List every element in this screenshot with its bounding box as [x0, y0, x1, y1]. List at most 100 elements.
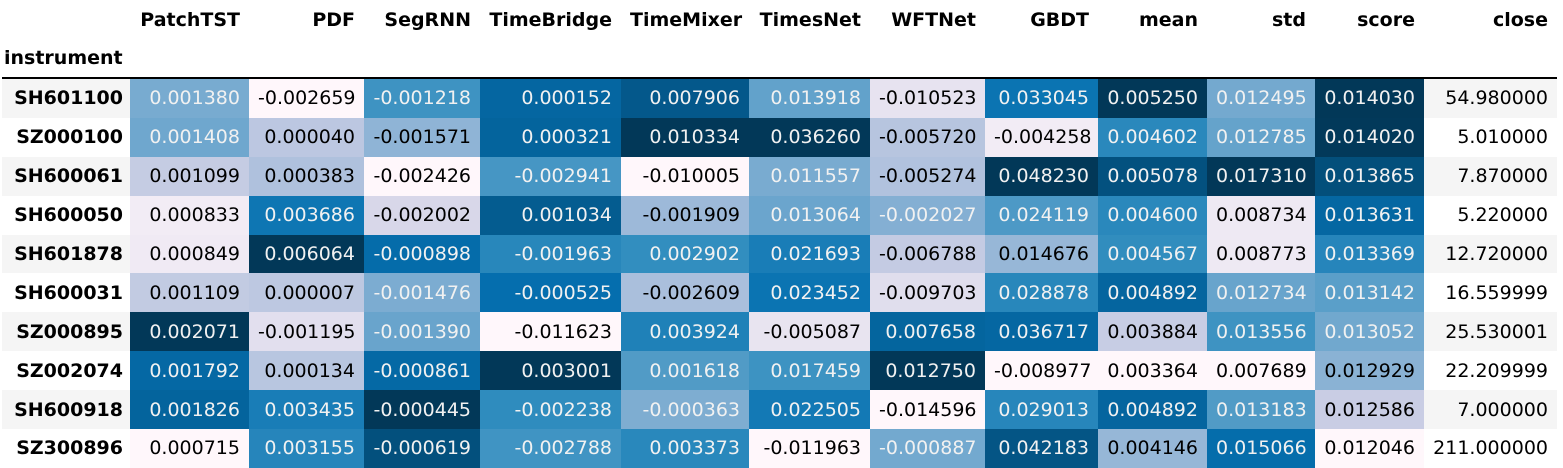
cell-std: 0.008734 [1207, 196, 1315, 235]
row-label-instrument: SZ000895 [2, 312, 130, 351]
cell-gbdt: 0.029013 [985, 390, 1098, 429]
cell-timemixer: -0.000363 [621, 390, 749, 429]
cell-pdf: 0.003686 [249, 196, 364, 235]
column-header-patchtst: PatchTST [130, 0, 249, 39]
column-header-std: std [1207, 0, 1315, 39]
table-row: SH601100 0.001380 -0.002659 -0.001218 0.0001… [2, 78, 1557, 118]
cell-timebridge: 0.001034 [480, 196, 621, 235]
cell-timesnet: 0.017459 [749, 351, 870, 390]
cell-std: 0.013556 [1207, 312, 1315, 351]
cell-std: 0.012785 [1207, 118, 1315, 157]
cell-wftnet: -0.002027 [870, 196, 985, 235]
column-header-close: close [1424, 0, 1557, 39]
cell-timebridge: 0.000152 [480, 78, 621, 118]
cell-patchtst: 0.001099 [130, 157, 249, 196]
cell-timemixer: -0.002609 [621, 273, 749, 312]
cell-timesnet: -0.011963 [749, 429, 870, 468]
table-row: SH600050 0.000833 0.003686 -0.002002 0.00103… [2, 196, 1557, 235]
cell-score: 0.013142 [1315, 273, 1424, 312]
table-row: SH601878 0.000849 0.006064 -0.000898 -0.0019… [2, 235, 1557, 274]
cell-segrnn: -0.001390 [364, 312, 480, 351]
row-label-instrument: SH600031 [2, 273, 130, 312]
cell-pdf: 0.000007 [249, 273, 364, 312]
cell-std: 0.015066 [1207, 429, 1315, 468]
row-label-instrument: SZ300896 [2, 429, 130, 468]
cell-patchtst: 0.000715 [130, 429, 249, 468]
cell-score: 0.012046 [1315, 429, 1424, 468]
cell-gbdt: 0.033045 [985, 78, 1098, 118]
cell-pdf: 0.000134 [249, 351, 364, 390]
column-header-wftnet: WFTNet [870, 0, 985, 39]
cell-timebridge: 0.003001 [480, 351, 621, 390]
cell-wftnet: -0.000887 [870, 429, 985, 468]
row-label-instrument: SH600061 [2, 157, 130, 196]
cell-wftnet: -0.005274 [870, 157, 985, 196]
cell-gbdt: -0.008977 [985, 351, 1098, 390]
cell-timemixer: 0.007906 [621, 78, 749, 118]
cell-timemixer: 0.002902 [621, 235, 749, 274]
table-row: SZ000100 0.001408 0.000040 -0.001571 0.00032… [2, 118, 1557, 157]
cell-mean: 0.004567 [1098, 235, 1207, 274]
cell-gbdt: -0.004258 [985, 118, 1098, 157]
cell-mean: 0.004892 [1098, 273, 1207, 312]
cell-mean: 0.004600 [1098, 196, 1207, 235]
cell-gbdt: 0.014676 [985, 235, 1098, 274]
cell-score: 0.012586 [1315, 390, 1424, 429]
cell-timesnet: 0.013918 [749, 78, 870, 118]
column-header-timebridge: TimeBridge [480, 0, 621, 39]
cell-pdf: -0.001195 [249, 312, 364, 351]
column-header-timesnet: TimesNet [749, 0, 870, 39]
cell-wftnet: -0.010523 [870, 78, 985, 118]
cell-timesnet: 0.022505 [749, 390, 870, 429]
cell-patchtst: 0.001380 [130, 78, 249, 118]
column-header-gbdt: GBDT [985, 0, 1098, 39]
cell-gbdt: 0.042183 [985, 429, 1098, 468]
cell-std: 0.008773 [1207, 235, 1315, 274]
cell-score: 0.014020 [1315, 118, 1424, 157]
cell-timemixer: 0.003373 [621, 429, 749, 468]
table-row: SH600031 0.001109 0.000007 -0.001476 -0.0005… [2, 273, 1557, 312]
cell-patchtst: 0.000833 [130, 196, 249, 235]
cell-wftnet: -0.014596 [870, 390, 985, 429]
column-header-row: PatchTST PDF SegRNN TimeBridge TimeMixer Time… [2, 0, 1557, 39]
cell-segrnn: -0.001476 [364, 273, 480, 312]
cell-mean: 0.003884 [1098, 312, 1207, 351]
cell-std: 0.013183 [1207, 390, 1315, 429]
cell-pdf: -0.002659 [249, 78, 364, 118]
cell-std: 0.017310 [1207, 157, 1315, 196]
cell-close: 5.010000 [1424, 118, 1557, 157]
cell-timebridge: -0.011623 [480, 312, 621, 351]
cell-segrnn: -0.000898 [364, 235, 480, 274]
cell-timesnet: 0.013064 [749, 196, 870, 235]
row-label-instrument: SH600050 [2, 196, 130, 235]
cell-wftnet: -0.006788 [870, 235, 985, 274]
cell-segrnn: -0.000445 [364, 390, 480, 429]
cell-gbdt: 0.028878 [985, 273, 1098, 312]
cell-timemixer: 0.001618 [621, 351, 749, 390]
cell-timebridge: 0.000321 [480, 118, 621, 157]
table-row: SH600918 0.001826 0.003435 -0.000445 -0.0022… [2, 390, 1557, 429]
cell-gbdt: 0.048230 [985, 157, 1098, 196]
cell-segrnn: -0.001571 [364, 118, 480, 157]
column-header-score: score [1315, 0, 1424, 39]
table-row: SZ002074 0.001792 0.000134 -0.000861 0.00300… [2, 351, 1557, 390]
cell-timemixer: 0.003924 [621, 312, 749, 351]
cell-timesnet: 0.036260 [749, 118, 870, 157]
cell-wftnet: -0.005720 [870, 118, 985, 157]
cell-score: 0.013052 [1315, 312, 1424, 351]
cell-pdf: 0.000040 [249, 118, 364, 157]
cell-timebridge: -0.002788 [480, 429, 621, 468]
cell-segrnn: -0.000861 [364, 351, 480, 390]
cell-timemixer: -0.010005 [621, 157, 749, 196]
column-header-segrnn: SegRNN [364, 0, 480, 39]
cell-patchtst: 0.001792 [130, 351, 249, 390]
cell-close: 7.870000 [1424, 157, 1557, 196]
index-name-header: instrument [2, 39, 130, 78]
cell-close: 16.559999 [1424, 273, 1557, 312]
blank-header-cell [2, 0, 130, 39]
table-body: SH601100 0.001380 -0.002659 -0.001218 0.0001… [2, 78, 1557, 468]
row-label-instrument: SZ002074 [2, 351, 130, 390]
cell-gbdt: 0.024119 [985, 196, 1098, 235]
cell-timesnet: 0.011557 [749, 157, 870, 196]
